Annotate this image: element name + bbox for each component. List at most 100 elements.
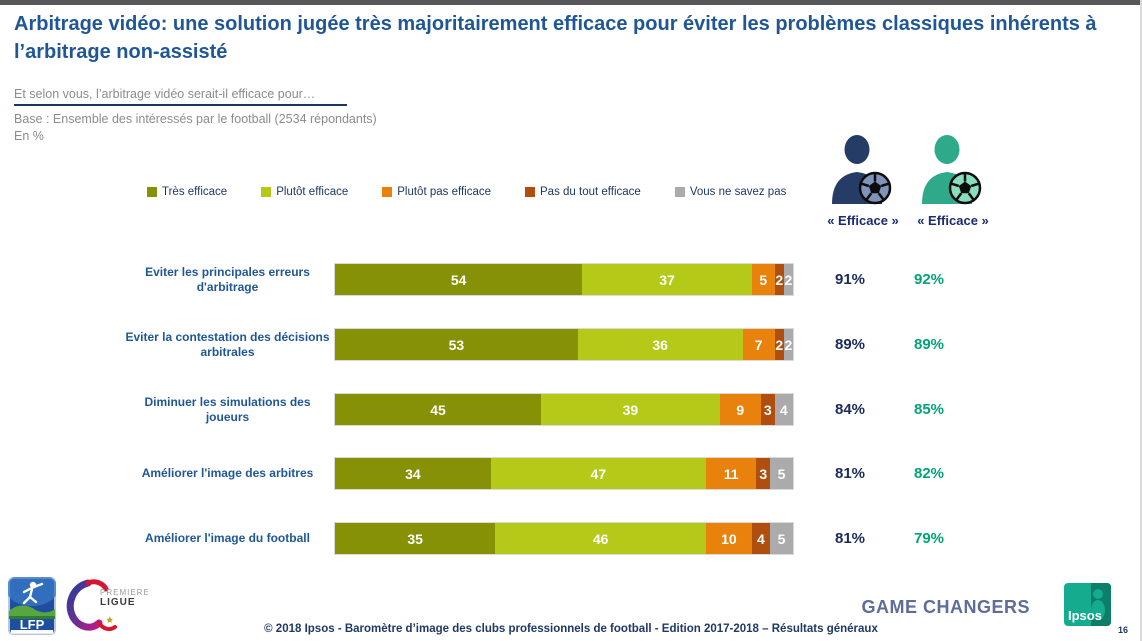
legend-item: Très efficace: [147, 186, 227, 198]
bar-segment: 53: [335, 329, 578, 360]
category-label: Diminuer les simulations des joueurs: [144, 394, 311, 424]
bar-row: Améliorer l'image du football 35 46 10 4 5 81%…: [125, 522, 952, 555]
respondent-group-label: « Efficace »: [827, 213, 899, 228]
total-efficace-group1: 81%: [834, 530, 866, 547]
legend-item: Plutôt efficace: [261, 186, 348, 198]
slide-top-border: [0, 0, 1142, 5]
game-changers-tagline: GAME CHANGERS: [861, 597, 1030, 617]
bar-segment: 47: [490, 458, 706, 489]
category-label: Eviter les principales erreurs d'arbitra…: [145, 264, 310, 294]
stacked-bar: 54 37 5 2 2: [334, 263, 794, 296]
bar-segment: 5: [770, 523, 793, 554]
segment-value: 47: [590, 465, 607, 482]
segment-value: 35: [407, 530, 423, 547]
bar-segment: 2: [783, 264, 793, 295]
lfp-logo: LFP: [6, 572, 58, 640]
bar-segment: 36: [577, 329, 743, 360]
legend-label: Plutôt efficace: [276, 186, 349, 198]
bar-segment: 35: [335, 523, 496, 554]
segment-value: 3: [763, 401, 772, 418]
bar-row: Eviter la contestation des décisions arb…: [125, 328, 952, 361]
person-with-football-icon: [922, 135, 982, 205]
segment-value: 5: [759, 271, 768, 288]
legend-label: Pas du tout efficace: [540, 186, 641, 198]
legend-item: Pas du tout efficace: [525, 186, 641, 198]
svg-text:LIGUE: LIGUE: [100, 597, 136, 608]
category-label: Eviter la contestation des décisions arb…: [125, 329, 330, 359]
bar-segment: 5: [770, 458, 793, 489]
legend-item: Plutôt pas efficace: [382, 186, 491, 198]
segment-value: 34: [405, 465, 421, 482]
stacked-bar: 53 36 7 2 2: [334, 328, 794, 361]
segment-value: 46: [592, 530, 609, 547]
legend-swatch-icon: [261, 187, 272, 197]
segment-value: 4: [757, 530, 765, 547]
total-efficace-group1: 89%: [834, 336, 866, 353]
segment-value: 7: [754, 336, 763, 353]
bar-segment: 3: [760, 394, 775, 425]
star-icon: [106, 616, 113, 623]
segment-value: 36: [652, 336, 668, 353]
legend-swatch-icon: [382, 187, 393, 197]
bar-segment: 11: [705, 458, 757, 489]
total-efficace-group2: 79%: [913, 530, 945, 547]
bar-segment: 10: [705, 523, 752, 554]
chart-legend: Très efficace Plutôt efficace Plutôt pas e…: [147, 186, 786, 198]
total-efficace-group1: 81%: [834, 465, 866, 482]
segment-value: 10: [721, 530, 737, 547]
legend-swatch-icon: [525, 187, 535, 197]
total-efficace-group2: 92%: [913, 271, 945, 288]
segment-value: 53: [448, 336, 465, 353]
bar-segment: 2: [774, 264, 784, 295]
total-efficace-group1: 84%: [834, 401, 866, 418]
bar-segment: 7: [742, 329, 775, 360]
category-label: Améliorer l'image du football: [145, 531, 310, 545]
bar-segment: 54: [335, 264, 583, 295]
stacked-bar: 34 47 11 3 5: [334, 457, 794, 490]
category-label: Améliorer l'image des arbitres: [141, 466, 314, 480]
respondent-group: « Efficace »: [820, 134, 906, 228]
segment-value: 37: [659, 271, 675, 288]
bar-segment: 3: [756, 458, 771, 489]
bar-segment: 39: [541, 394, 720, 425]
svg-text:Ipsos: Ipsos: [1068, 608, 1102, 623]
lfp-figure-icon: [22, 581, 44, 605]
slide-title: Arbitrage vidéo: une solution jugée très…: [14, 13, 1097, 64]
segment-value: 39: [622, 401, 639, 418]
bar-segment: 4: [751, 523, 771, 554]
segment-value: 4: [779, 401, 788, 418]
legend-label: Vous ne savez pas: [689, 186, 787, 198]
bar-segment: 9: [719, 394, 761, 425]
respondent-group: « Efficace »: [910, 134, 996, 228]
segment-value: 54: [450, 271, 467, 288]
page-number: 16: [1118, 625, 1129, 635]
legend-swatch-icon: [674, 187, 685, 197]
total-efficace-group2: 82%: [913, 465, 945, 482]
segment-value: 9: [736, 401, 745, 418]
footer-copyright: © 2018 Ipsos - Baromètre d’image des clu…: [264, 623, 878, 635]
slide-right-border: [1140, 0, 1142, 641]
sample-base-note: Base : Ensemble des intéressés par le fo…: [14, 112, 377, 126]
survey-question: Et selon vous, l’arbitrage vidéo serait-…: [14, 87, 347, 106]
bar-segment: 2: [774, 329, 784, 360]
respondent-group-label: « Efficace »: [917, 213, 989, 228]
total-efficace-group2: 85%: [913, 401, 945, 418]
segment-value: 2: [775, 336, 784, 353]
bar-row: Eviter les principales erreurs d'arbitra…: [125, 263, 952, 296]
profile-head-icon: [1093, 589, 1103, 599]
bar-segment: 5: [751, 264, 775, 295]
bar-segment: 2: [783, 329, 793, 360]
bar-segment: 37: [582, 264, 752, 295]
legend-label: Très efficace: [162, 186, 228, 198]
segment-value: 2: [784, 336, 793, 353]
legend-item: Vous ne savez pas: [674, 186, 787, 198]
stacked-bar: 45 39 9 3 4: [334, 393, 794, 426]
segment-value: 5: [777, 465, 786, 482]
segment-value: 2: [784, 271, 793, 288]
legend-label: Plutôt pas efficace: [397, 186, 491, 198]
bar-row: Diminuer les simulations des joueurs 45 39…: [125, 393, 952, 426]
ipsos-logo: Ipsos: [1064, 583, 1111, 631]
segment-value: 11: [723, 465, 739, 482]
bar-segment: 46: [495, 523, 706, 554]
segment-value: 45: [430, 401, 446, 418]
